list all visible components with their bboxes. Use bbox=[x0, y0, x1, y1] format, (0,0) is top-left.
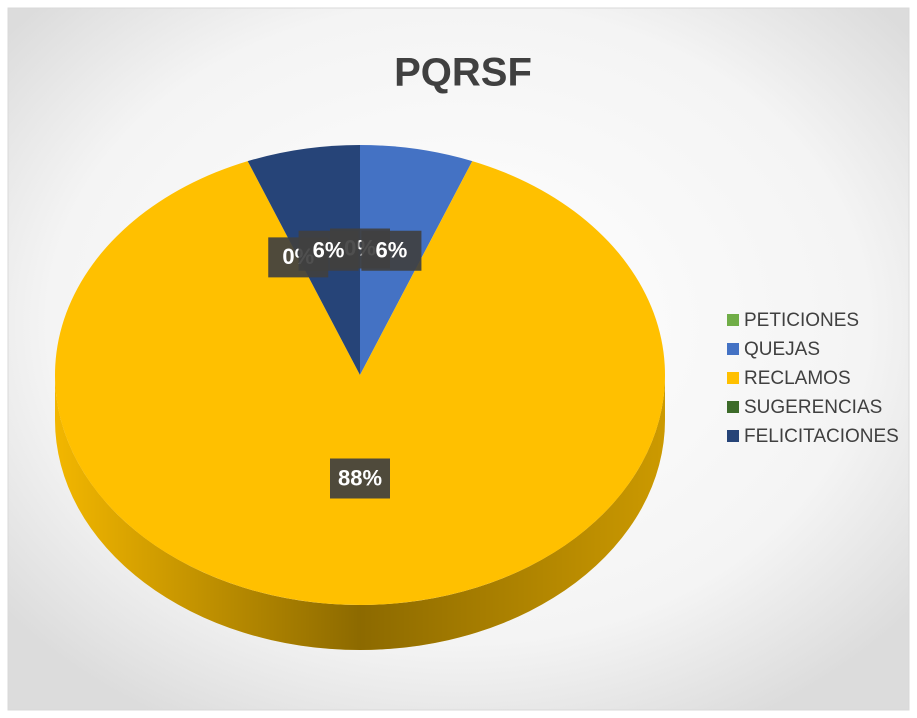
legend-swatch bbox=[727, 314, 739, 326]
data-label: 6% bbox=[313, 238, 345, 263]
pie-slice bbox=[55, 161, 666, 605]
chart-title: PQRSF bbox=[394, 51, 532, 95]
data-label: 88% bbox=[338, 465, 382, 490]
data-label-box bbox=[361, 230, 422, 271]
data-labels: 0% 6%88%0%6% bbox=[268, 228, 422, 499]
pie-side-shade bbox=[55, 375, 665, 650]
legend-label: SUGERENCIAS bbox=[744, 397, 882, 418]
legend-swatch bbox=[727, 372, 739, 384]
data-label-box bbox=[298, 230, 359, 271]
legend-label: QUEJAS bbox=[744, 339, 820, 360]
legend-swatch bbox=[727, 430, 739, 442]
legend-label: RECLAMOS bbox=[744, 368, 851, 389]
data-label-box bbox=[330, 458, 390, 499]
legend: PETICIONES QUEJAS RECLAMOS SUGERENCIAS FELIC… bbox=[727, 310, 899, 447]
legend-swatch bbox=[727, 343, 739, 355]
legend-label: PETICIONES bbox=[744, 310, 859, 331]
legend-label: FELICITACIONES bbox=[744, 426, 899, 447]
legend-swatch bbox=[727, 401, 739, 413]
data-label: 6% bbox=[376, 238, 408, 263]
pie bbox=[55, 145, 666, 650]
